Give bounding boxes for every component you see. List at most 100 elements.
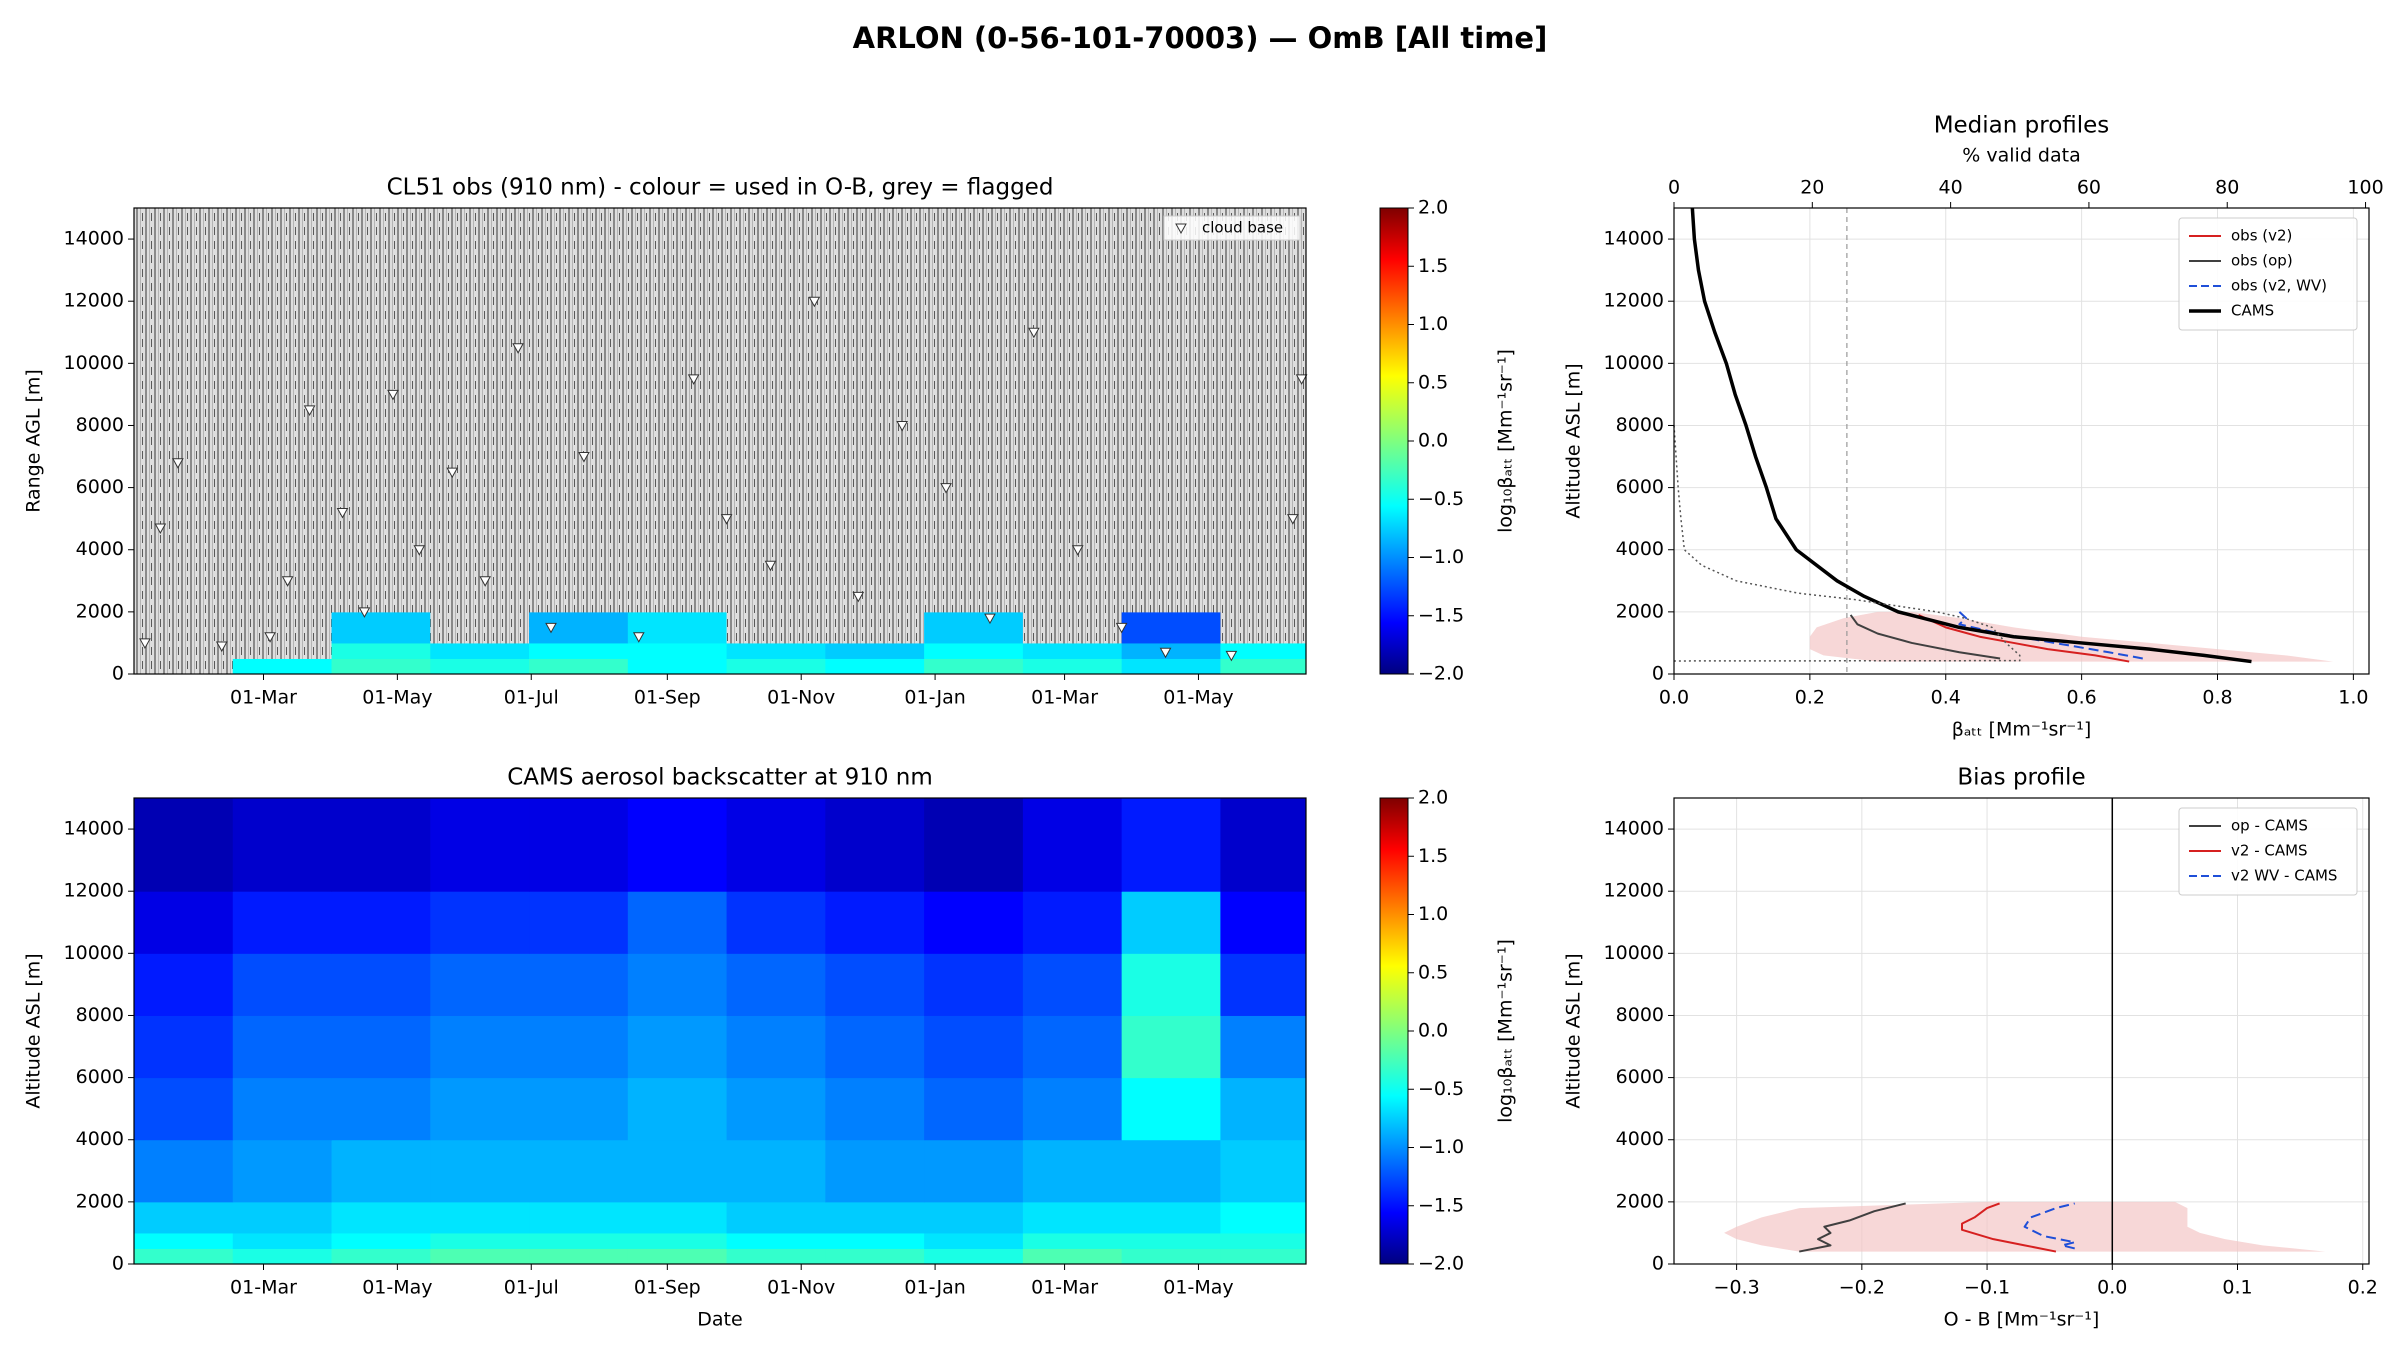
heatmap-cell	[627, 611, 728, 644]
colorbar-tick-label: −1.5	[1418, 604, 1464, 626]
x-tick-label: 01-May	[362, 687, 432, 709]
axes-frame	[133, 207, 1307, 675]
x-tick-label: 0.0	[2097, 1277, 2127, 1299]
colorbar-tick-label: 1.5	[1418, 255, 1448, 277]
heatmap-cell	[1022, 658, 1123, 675]
flagged-cell	[232, 611, 333, 644]
flagged-cell	[331, 301, 431, 364]
colorbar-tick-label: 1.0	[1418, 313, 1448, 335]
heatmap-cell	[1220, 891, 1307, 954]
heatmap-cell	[825, 1248, 925, 1265]
heatmap-cell	[825, 1015, 925, 1079]
flagged-cell	[529, 425, 629, 489]
flagged-cell	[232, 487, 333, 551]
flagged-cell	[924, 301, 1024, 364]
heatmap-cell	[627, 798, 728, 892]
legend-label: obs (v2, WV)	[2231, 277, 2327, 295]
heatmap-cell	[1121, 1139, 1221, 1203]
heatmap-cell	[924, 1077, 1024, 1141]
flagged-cell	[430, 425, 530, 489]
colorbar-tick-label: −0.5	[1418, 488, 1464, 510]
axes-frame	[1673, 207, 2370, 675]
y-tick-label: 6000	[76, 1066, 124, 1088]
profile-line	[1961, 1202, 2057, 1253]
flagged-cell	[1220, 611, 1307, 644]
flagged-cell	[924, 487, 1024, 551]
heatmap-cell	[1121, 891, 1221, 954]
heatmap-cell	[529, 1077, 629, 1141]
heatmap-cell	[1220, 1077, 1307, 1141]
heatmap-cell	[529, 891, 629, 954]
flagged-cell	[134, 658, 234, 675]
cloud-base-marker	[896, 420, 909, 432]
heatmap-cell	[134, 1015, 234, 1079]
heatmap-cell	[331, 658, 431, 675]
flagged-cell	[134, 425, 234, 489]
axes-frame	[133, 797, 1307, 1265]
cloud-base-marker	[215, 641, 228, 653]
profile-line	[1690, 207, 2252, 664]
x-tick-label: 0.4	[1931, 687, 1961, 709]
cloud-base-marker	[578, 452, 590, 463]
y-tick-label: 10000	[1604, 352, 1664, 374]
heatmap-cell	[924, 1232, 1024, 1249]
heatmap-cell	[825, 1201, 925, 1234]
x-tick-label: 0.0	[1659, 687, 1689, 709]
flagged-cell	[529, 208, 629, 302]
flagged-cell	[430, 487, 530, 551]
flagged-cell	[134, 642, 234, 659]
heatmap-cell	[232, 1015, 333, 1079]
heatmap-cell	[232, 953, 333, 1016]
flagged-cell	[1121, 549, 1221, 613]
colorbar-tick-label: −0.5	[1418, 1078, 1464, 1100]
flagged-cell	[232, 425, 333, 489]
flagged-cell	[726, 208, 826, 302]
heatmap-cell	[430, 1015, 530, 1079]
flagged-cell	[1022, 363, 1123, 426]
flagged-cell	[825, 208, 925, 302]
cloud-base-marker	[1071, 545, 1084, 556]
heatmap-cell	[430, 798, 530, 892]
flagged-cell	[726, 363, 826, 426]
heatmap-cell	[627, 891, 728, 954]
heatmap-cell	[529, 611, 629, 644]
y-tick-label: 0	[112, 663, 124, 685]
heatmap-cell	[726, 1232, 826, 1249]
heatmap-cell	[825, 798, 925, 892]
heatmap-cell	[924, 642, 1024, 659]
flagged-cell	[232, 549, 333, 613]
cloud-base-marker	[303, 405, 316, 416]
flagged-cell	[1022, 208, 1123, 302]
cloud-base-marker	[1159, 647, 1172, 659]
y-tick-label: 12000	[1604, 290, 1664, 312]
heatmap-cell	[1022, 1077, 1123, 1141]
heatmap-cell	[134, 1232, 234, 1249]
y-axis-label: Altitude ASL [m]	[1563, 953, 1585, 1108]
heatmap-cell	[232, 798, 333, 892]
flagged-cell	[1220, 301, 1307, 364]
flagged-cell	[825, 549, 925, 613]
heatmap-cell	[331, 953, 431, 1016]
legend-marker	[1175, 223, 1187, 235]
flagged-cell	[430, 301, 530, 364]
heatmap-cell	[232, 1248, 333, 1265]
y-tick-label: 0	[1652, 663, 1664, 685]
heatmap-cell	[726, 1248, 826, 1265]
heatmap-cell	[331, 891, 431, 954]
heatmap-cell	[726, 953, 826, 1016]
flagged-cell	[1220, 425, 1307, 489]
colorbar	[1379, 797, 1409, 1265]
heatmap-cell	[1121, 1201, 1221, 1234]
flagged-cell	[529, 487, 629, 551]
cloud-base-marker	[852, 591, 865, 603]
heatmap-cell	[726, 642, 826, 659]
flagged-cell	[134, 301, 234, 364]
flagged-cell	[924, 363, 1024, 426]
flagged-cell	[1220, 549, 1307, 613]
flagged-cell	[627, 363, 728, 426]
cloud-base-marker	[632, 632, 645, 643]
heatmap-cell	[529, 642, 629, 659]
heatmap-cell	[232, 1139, 333, 1203]
heatmap-cell	[1121, 611, 1221, 644]
